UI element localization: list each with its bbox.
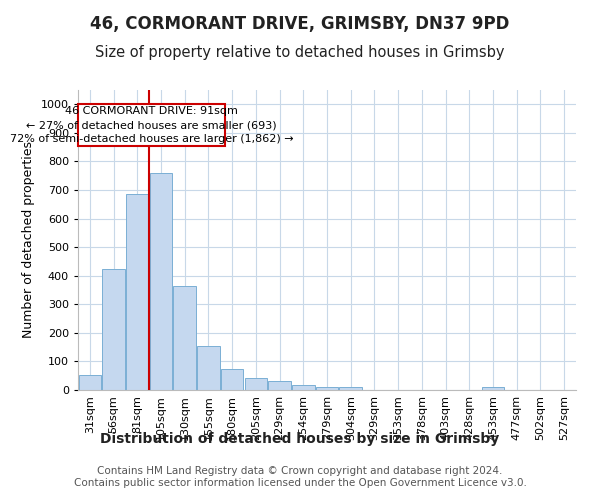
Bar [292, 385, 314, 390]
Bar [126, 194, 149, 390]
Bar [197, 346, 220, 390]
Bar [103, 270, 125, 390]
Bar [173, 286, 196, 390]
Bar [79, 375, 101, 390]
Bar [221, 368, 244, 390]
Bar [78, 104, 225, 146]
Bar [150, 174, 172, 390]
Text: Contains HM Land Registry data © Crown copyright and database right 2024.
Contai: Contains HM Land Registry data © Crown c… [74, 466, 526, 487]
Bar [482, 387, 504, 390]
Text: 46, CORMORANT DRIVE, GRIMSBY, DN37 9PD: 46, CORMORANT DRIVE, GRIMSBY, DN37 9PD [91, 15, 509, 33]
Bar [316, 386, 338, 390]
Bar [268, 381, 291, 390]
Bar [340, 387, 362, 390]
Text: 46 CORMORANT DRIVE: 91sqm
← 27% of detached houses are smaller (693)
72% of semi: 46 CORMORANT DRIVE: 91sqm ← 27% of detac… [10, 106, 293, 144]
Text: Size of property relative to detached houses in Grimsby: Size of property relative to detached ho… [95, 45, 505, 60]
Y-axis label: Number of detached properties: Number of detached properties [22, 142, 35, 338]
Text: Distribution of detached houses by size in Grimsby: Distribution of detached houses by size … [100, 432, 500, 446]
Bar [245, 378, 267, 390]
